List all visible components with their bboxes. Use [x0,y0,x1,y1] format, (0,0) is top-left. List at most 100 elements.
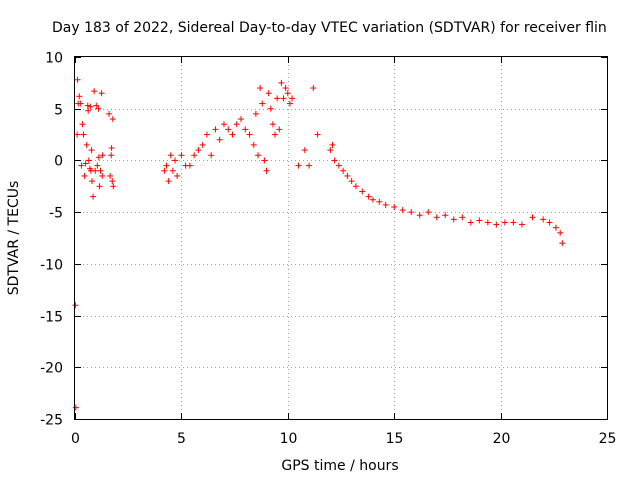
data-point [450,216,457,223]
data-point [246,131,253,138]
data-point [359,188,366,195]
data-point [282,85,289,92]
data-point [242,126,249,133]
data-point [306,162,313,169]
data-point [85,107,92,114]
data-point [80,131,87,138]
data-point [199,141,206,148]
data-point [91,88,98,95]
data-point [87,103,94,110]
x-tick-label: 20 [493,431,511,447]
data-point [408,209,415,216]
data-point [74,131,81,138]
data-point [344,172,351,179]
data-point [78,162,85,169]
data-point [72,404,79,411]
data-point [557,229,564,236]
data-point [269,121,276,128]
data-point [252,110,259,117]
data-point [425,209,432,216]
data-point [559,240,566,247]
data-point [348,178,355,185]
data-point [212,126,219,133]
data-point [391,203,398,210]
x-axis-label: GPS time / hours [281,458,398,474]
y-axis-label: SDTVAR / TECUs [6,181,22,296]
data-point [233,121,240,128]
data-point [493,221,500,228]
data-point [399,207,406,214]
y-tick-label: -25 [40,413,63,429]
plot-frame [74,56,608,420]
data-point [278,79,285,86]
data-points [72,76,566,411]
y-tick-label: 0 [54,154,63,170]
data-point [186,162,193,169]
data-point [546,219,553,226]
data-point [108,152,115,159]
data-point [261,157,268,164]
x-tick-label: 25 [599,431,617,447]
data-point [79,121,86,128]
data-point [81,172,88,179]
data-point [92,167,99,174]
data-point [98,90,105,97]
x-tick-label: 15 [386,431,404,447]
data-point [220,121,227,128]
data-point [97,167,104,174]
data-point [272,131,279,138]
data-point [96,183,103,190]
data-point [163,162,170,169]
data-point [178,152,185,159]
data-point [255,152,262,159]
data-point [169,167,176,174]
data-point [263,167,270,174]
data-point [540,216,547,223]
data-point [82,160,89,167]
data-point [172,157,179,164]
x-tick-label: 10 [280,431,298,447]
chart-title: Day 183 of 2022, Sidereal Day-to-day VTE… [52,20,607,36]
data-point [518,221,525,228]
y-tick-label: -5 [49,206,63,222]
data-point [376,198,383,205]
data-point [501,219,508,226]
data-point [257,85,264,92]
data-point [99,172,106,179]
data-point [267,105,274,112]
x-tick-label: 5 [177,431,186,447]
data-point [109,116,116,123]
data-point [250,141,257,148]
data-point [107,172,114,179]
data-point [280,95,287,102]
data-point [286,100,293,107]
data-point [77,100,84,107]
data-point [76,93,83,100]
data-point [284,90,291,97]
data-point [109,178,116,185]
data-point [484,219,491,226]
data-point [72,302,79,309]
data-point [90,193,97,200]
data-point [433,214,440,221]
data-point [110,183,117,190]
y-tick-label: -10 [40,258,63,274]
data-point [301,147,308,154]
data-point [229,131,236,138]
data-point [83,141,90,148]
data-point [274,95,281,102]
data-point [108,145,115,152]
data-point [216,136,223,143]
data-point [85,157,92,164]
data-point [365,193,372,200]
data-point [327,147,334,154]
data-point [95,105,102,112]
data-point [195,147,202,154]
data-point [74,76,81,83]
data-point [95,154,102,161]
axis-ticks: 0 5 10 15 20 25 -25 -20 -15 -10 -5 0 5 10 [40,51,616,448]
data-point [208,152,215,159]
y-tick-label: 5 [54,103,63,119]
data-point [369,196,376,203]
